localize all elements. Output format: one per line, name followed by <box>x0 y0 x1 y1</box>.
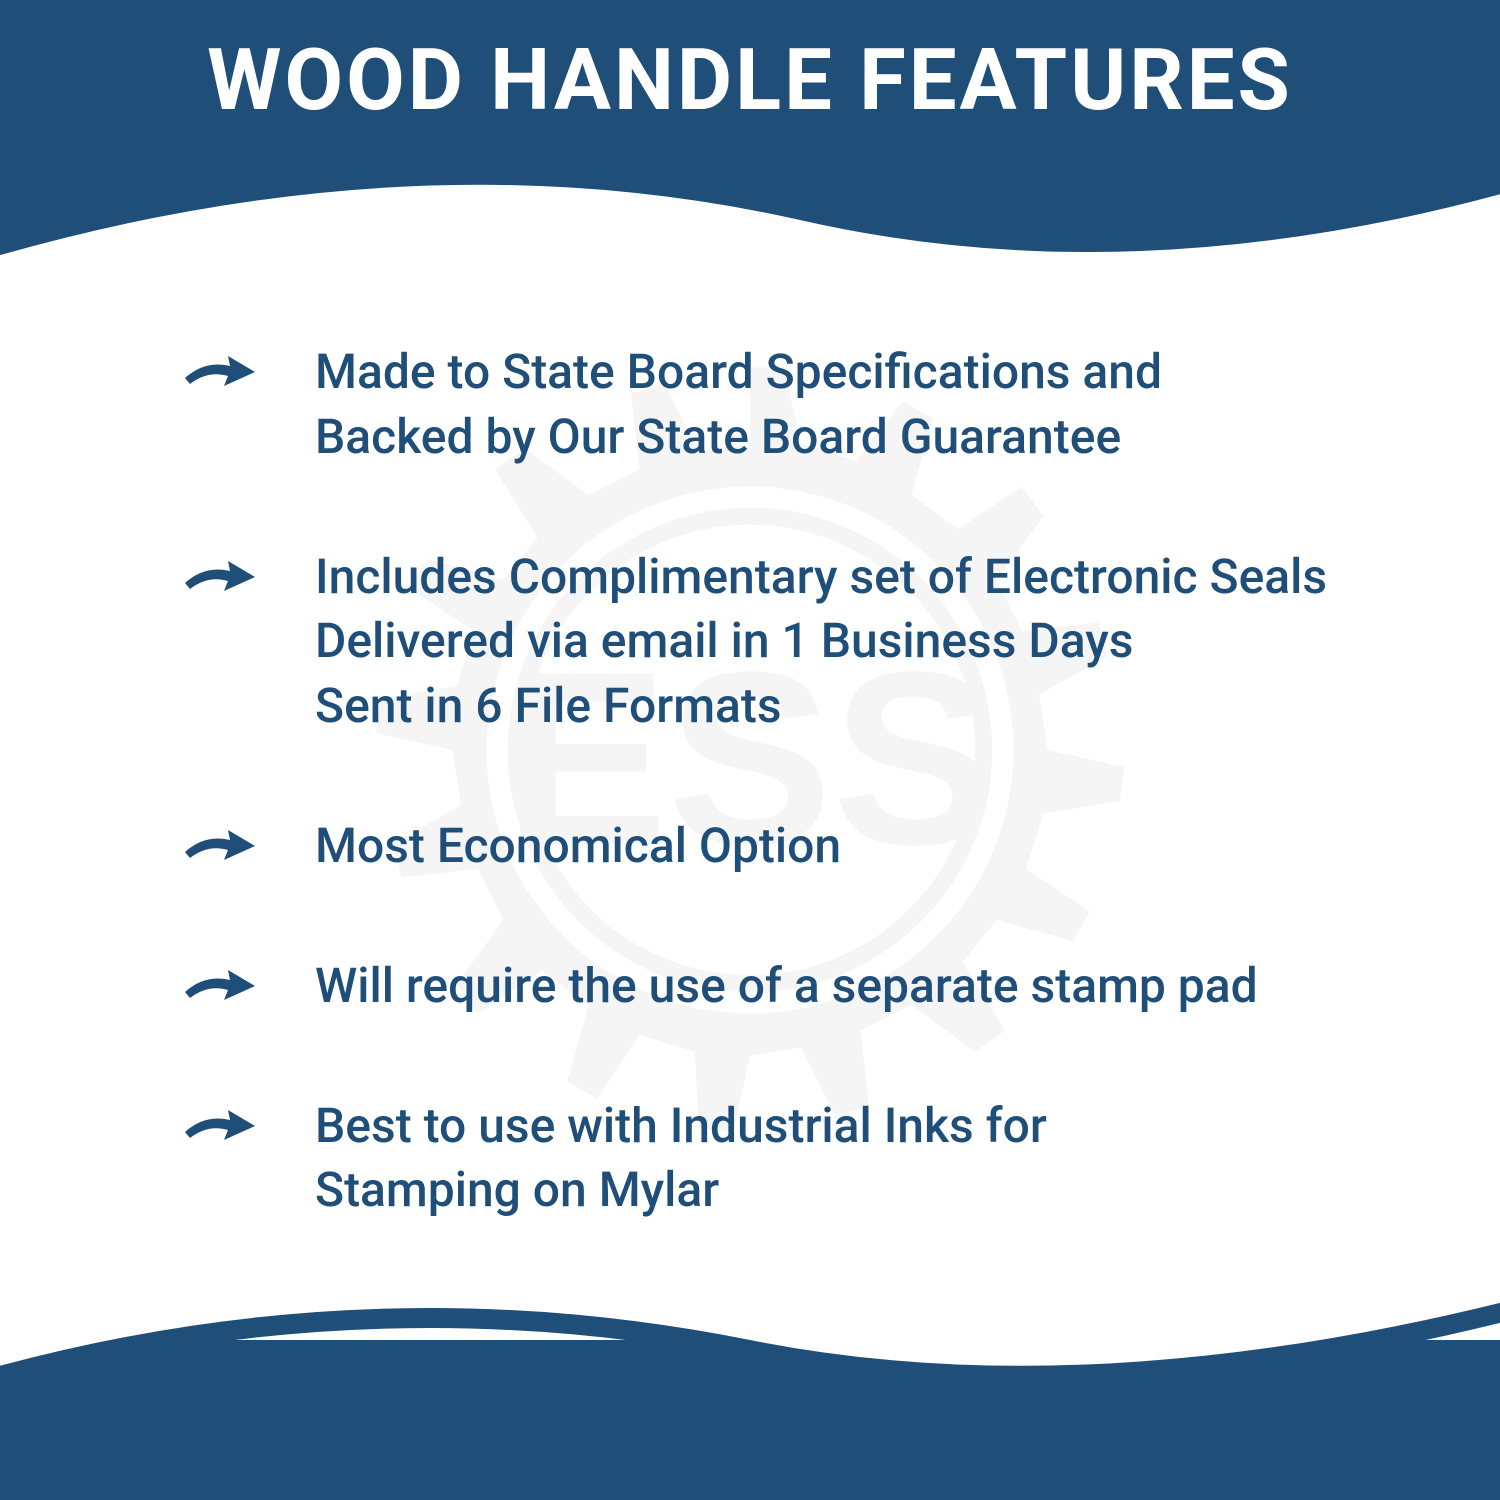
feature-text: Will require the use of a separate stamp… <box>315 954 1258 1019</box>
feature-item: Most Economical Option <box>180 814 1400 879</box>
feature-text: Made to State Board Specifications andBa… <box>315 340 1162 470</box>
feature-text: Best to use with Industrial Inks forStam… <box>315 1094 1047 1224</box>
arrow-icon <box>180 962 260 1012</box>
arrow-icon <box>180 348 260 398</box>
feature-text: Includes Complimentary set of Electronic… <box>315 545 1327 739</box>
features-list: Made to State Board Specifications andBa… <box>180 340 1400 1298</box>
page-title: WOOD HANDLE FEATURES <box>0 30 1500 130</box>
arrow-icon <box>180 1102 260 1152</box>
feature-text: Most Economical Option <box>315 814 841 879</box>
feature-item: Will require the use of a separate stamp… <box>180 954 1400 1019</box>
feature-item: Includes Complimentary set of Electronic… <box>180 545 1400 739</box>
arrow-icon <box>180 822 260 872</box>
top-curve-white <box>0 140 1500 340</box>
feature-item: Made to State Board Specifications andBa… <box>180 340 1400 470</box>
arrow-icon <box>180 553 260 603</box>
feature-item: Best to use with Industrial Inks forStam… <box>180 1094 1400 1224</box>
